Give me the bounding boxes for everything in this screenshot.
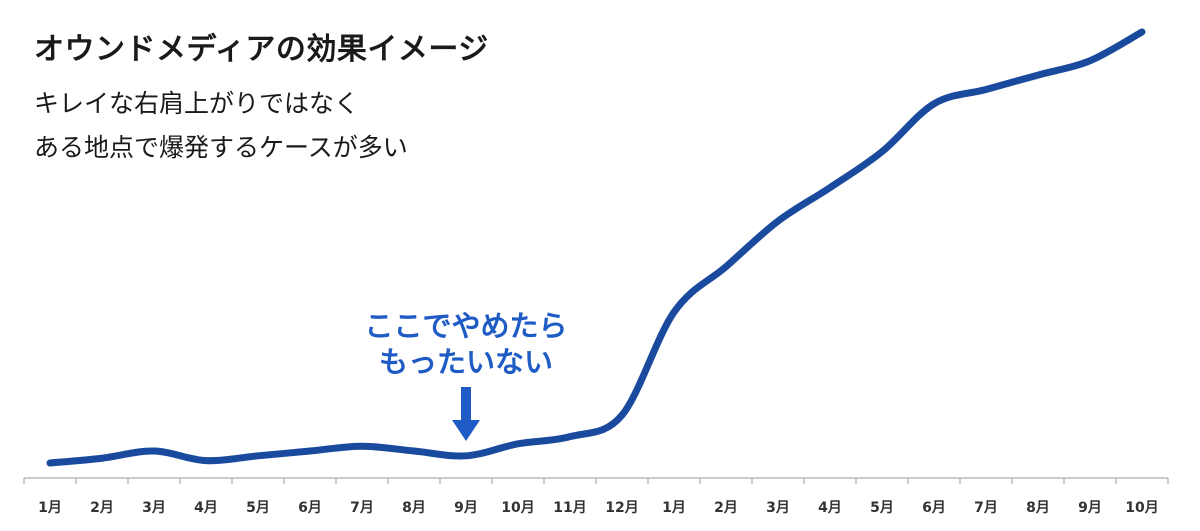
x-axis-tick-labels: 1月 2月 3月 4月 5月 6月 7月 8月 9月 10月 11月 12月 1月 2月 3月 4月 5月 6月 7…: [38, 500, 1159, 516]
x-tick-label: 6月: [298, 500, 322, 516]
x-tick-label: 11月: [553, 500, 586, 516]
subtitle-line-2: ある地点で爆発するケースが多い: [34, 133, 408, 162]
x-tick-label: 7月: [350, 500, 374, 516]
annotation-line-2: もったいない: [379, 345, 553, 379]
chart-subtitle: キレイな右肩上がりではなく ある地点で爆発するケースが多い: [34, 82, 408, 170]
series-line: [46, 28, 1146, 467]
x-tick-label: 1月: [662, 500, 686, 516]
subtitle-line-1: キレイな右肩上がりではなく: [34, 89, 360, 118]
x-axis-ticks: [23, 478, 1169, 484]
x-tick-label: 8月: [402, 500, 426, 516]
down-arrow-icon: [452, 387, 480, 441]
x-tick-label: 9月: [454, 500, 478, 516]
x-tick-label: 3月: [766, 500, 790, 516]
x-tick-label: 10月: [1125, 500, 1158, 516]
x-tick-label: 7月: [974, 500, 998, 516]
x-tick-label: 5月: [870, 500, 894, 516]
x-tick-label: 9月: [1078, 500, 1102, 516]
annotation: ここでやめたら もったいない: [364, 309, 568, 441]
x-tick-label: 8月: [1026, 500, 1050, 516]
x-tick-label: 5月: [246, 500, 270, 516]
x-tick-label: 4月: [818, 500, 842, 516]
x-tick-label: 4月: [194, 500, 218, 516]
x-tick-label: 6月: [922, 500, 946, 516]
chart-title: オウンドメディアの効果イメージ: [34, 32, 489, 67]
annotation-line-1: ここでやめたら: [364, 309, 567, 343]
x-tick-label: 3月: [142, 500, 166, 516]
x-axis: 1月 2月 3月 4月 5月 6月 7月 8月 9月 10月 11月 12月 1月 2月 3月 4月 5月 6月 7…: [23, 477, 1169, 516]
x-tick-label: 2月: [90, 500, 114, 516]
x-tick-label: 10月: [501, 500, 534, 516]
x-tick-label: 2月: [714, 500, 738, 516]
x-tick-label: 12月: [605, 500, 638, 516]
x-tick-label: 1月: [38, 500, 62, 516]
